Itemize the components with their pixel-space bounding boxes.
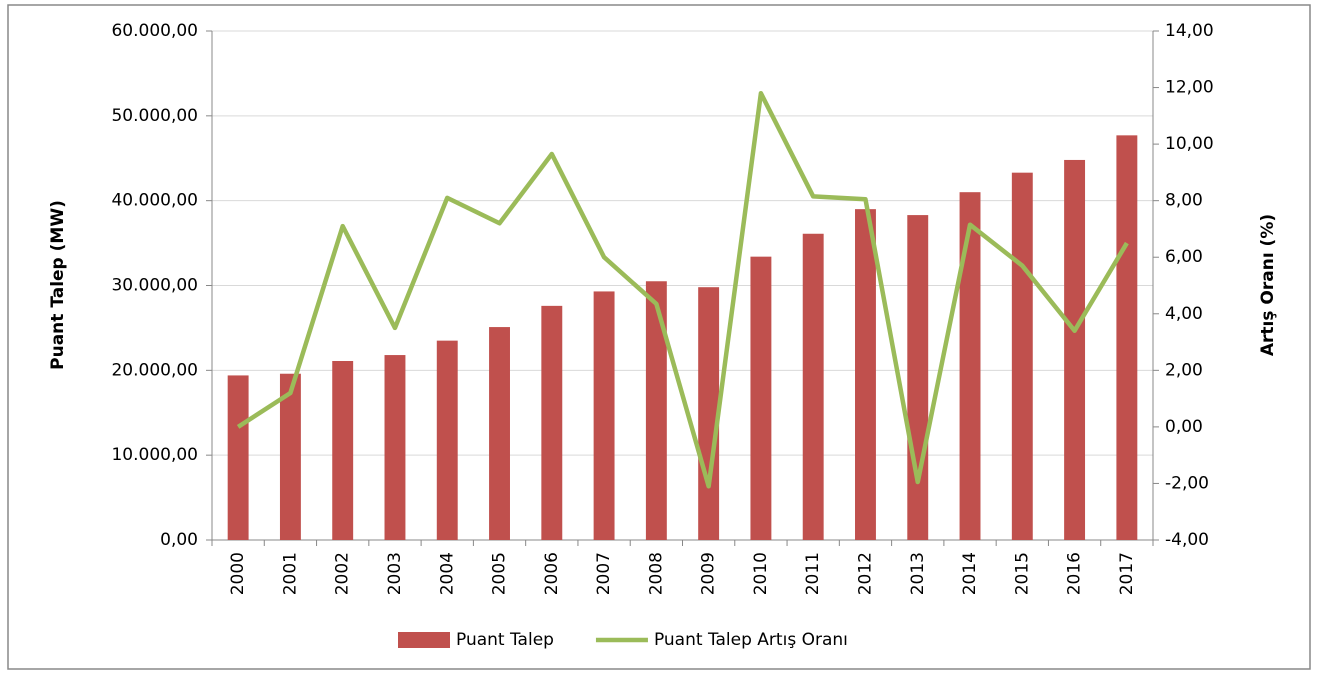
y2-axis-label: Artış Oranı (%) — [1258, 214, 1278, 356]
y2-tick-label: 14,00 — [1165, 21, 1214, 41]
bar — [802, 233, 824, 541]
x-tick-label: 2008 — [646, 552, 666, 595]
y-tick-label: 50.000,00 — [111, 106, 198, 126]
y-tick-label: 60.000,00 — [111, 21, 198, 41]
bar — [593, 291, 615, 540]
line — [236, 90, 1129, 489]
x-tick-label: 2016 — [1065, 552, 1085, 595]
x-tick-label: 2001 — [280, 552, 300, 595]
bar — [750, 256, 772, 540]
x-tick-label: 2012 — [855, 552, 875, 595]
x-tick-label: 2011 — [803, 552, 823, 595]
y-tick-label: 0,00 — [160, 530, 198, 550]
legend-swatch — [398, 632, 450, 648]
y2-tick-label: 4,00 — [1165, 304, 1203, 324]
y2-tick-label: 2,00 — [1165, 360, 1203, 380]
x-tick-label: 2007 — [594, 552, 614, 595]
legend-label: Puant Talep — [456, 630, 554, 650]
bar — [645, 281, 667, 540]
bar — [489, 327, 510, 540]
y2-tick-label: 8,00 — [1165, 191, 1203, 211]
bar — [959, 192, 981, 540]
y2-tick-label: 12,00 — [1165, 78, 1214, 98]
bar — [1116, 135, 1138, 540]
x-tick-label: 2009 — [699, 552, 719, 595]
x-tick-label: 2013 — [908, 552, 928, 595]
y-axis-label: Puant Talep (MW) — [48, 200, 68, 370]
y-tick-label: 20.000,00 — [111, 360, 198, 380]
x-tick-label: 2010 — [751, 552, 771, 595]
x-tick-label: 2000 — [228, 552, 248, 595]
x-tick-label: 2002 — [333, 552, 353, 595]
bar — [907, 215, 929, 541]
y2-tick-label: -4,00 — [1165, 530, 1209, 550]
bar — [855, 209, 876, 540]
y2-tick-label: 0,00 — [1165, 417, 1203, 437]
y2-tick-label: -2,00 — [1165, 473, 1209, 493]
x-tick-label: 2014 — [960, 552, 980, 595]
bar — [1011, 172, 1033, 540]
bar — [332, 361, 354, 540]
y-tick-label: 10.000,00 — [111, 445, 198, 465]
bar — [1064, 159, 1086, 541]
y-tick-label: 40.000,00 — [111, 191, 198, 211]
bar — [436, 340, 458, 540]
x-tick-label: 2017 — [1117, 552, 1137, 595]
x-tick-label: 2006 — [542, 552, 562, 595]
x-tick-label: 2003 — [385, 552, 405, 595]
bar — [384, 355, 406, 540]
x-tick-label: 2005 — [490, 552, 510, 595]
bar — [227, 375, 249, 540]
y2-tick-label: 10,00 — [1165, 134, 1214, 154]
x-tick-label: 2004 — [437, 552, 457, 595]
y-tick-label: 30.000,00 — [111, 276, 198, 296]
bar — [541, 305, 563, 540]
bar — [279, 373, 301, 540]
bar — [698, 287, 720, 540]
legend-label: Puant Talep Artış Oranı — [654, 630, 848, 650]
x-tick-label: 2015 — [1012, 552, 1032, 595]
y2-tick-label: 6,00 — [1165, 247, 1203, 267]
